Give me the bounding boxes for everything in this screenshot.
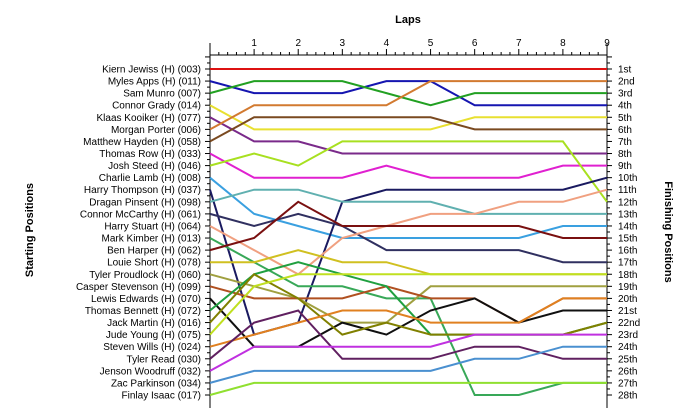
finish-position-label: 27th: [618, 378, 637, 389]
start-position-label: Mark Kimber (H) (013): [102, 234, 201, 245]
start-position-label: Connor Grady (014): [112, 101, 201, 112]
finish-position-label: 11th: [618, 185, 637, 196]
finish-position-label: 26th: [618, 366, 637, 377]
driver-line-18: [209, 273, 607, 324]
x-tick-label: 4: [384, 38, 390, 49]
driver-line-9: [209, 140, 608, 203]
driver-line-24: [209, 297, 607, 348]
driver-line-10: [209, 176, 607, 239]
start-position-label: Harry Stuart (H) (064): [104, 221, 201, 232]
finish-position-label: 24th: [618, 342, 637, 353]
start-position-label: Jude Young (H) (075): [106, 330, 201, 341]
finish-position-label: 2nd: [618, 77, 635, 88]
finish-position-label: 17th: [618, 258, 637, 269]
x-tick-label: 2: [295, 38, 301, 49]
start-position-label: Connor McCarthy (H) (061): [80, 209, 201, 220]
start-position-label: Tyler Read (030): [127, 354, 201, 365]
x-tick-label: 9: [604, 38, 610, 49]
finish-position-label: 12th: [618, 197, 637, 208]
finish-position-label: 3rd: [618, 89, 632, 100]
driver-line-5: [209, 116, 607, 155]
finish-position-label: 20th: [618, 294, 637, 305]
finish-position-label: 28th: [618, 391, 637, 402]
x-tick-label: 1: [251, 38, 257, 49]
driver-line-16: [209, 200, 607, 252]
x-tick-label: 5: [428, 38, 434, 49]
start-position-label: Zac Parkinson (034): [111, 378, 201, 389]
driver-line-3: [209, 80, 607, 107]
driver-line-12: [209, 188, 607, 215]
y-axis-title-right: Finishing Positions: [662, 181, 674, 282]
axis-labels: 1 2 3 4 5 6 7 8 9 Kiern Jewiss (H) (003)Myles App…: [76, 38, 640, 402]
finish-position-label: 6th: [618, 125, 632, 136]
finish-position-label: 13th: [618, 209, 637, 220]
start-position-label: Tyler Proudlock (H) (060): [89, 270, 201, 281]
finish-position-label: 8th: [618, 149, 632, 160]
driver-line-2: [209, 80, 607, 107]
driver-line-4: [209, 104, 607, 131]
start-position-label: Morgan Porter (006): [111, 125, 201, 136]
start-position-label: Dragan Pinsent (H) (098): [89, 197, 201, 208]
finish-position-label: 19th: [618, 282, 637, 293]
finish-position-label: 15th: [618, 234, 637, 245]
finish-position-label: 21st: [618, 306, 637, 317]
y-axis-title-left: Starting Positions: [24, 183, 36, 277]
start-position-label: Finlay Isaac (017): [122, 391, 201, 402]
driver-line-28: [209, 381, 607, 396]
series-lines: [209, 68, 608, 396]
start-position-label: Charlie Lamb (H) (008): [99, 173, 201, 184]
finish-position-label: 18th: [618, 270, 637, 281]
start-position-label: Sam Munro (007): [123, 89, 201, 100]
driver-line-6: [209, 80, 607, 131]
start-position-label: Jenson Woodruff (032): [100, 366, 201, 377]
start-position-label: Thomas Row (H) (033): [99, 149, 201, 160]
start-position-label: Kiern Jewiss (H) (003): [102, 65, 201, 76]
finish-position-label: 7th: [618, 137, 632, 148]
finish-position-label: 22nd: [618, 318, 640, 329]
x-axis-title: Laps: [395, 14, 421, 26]
driver-line-8: [209, 152, 607, 179]
finish-position-label: 14th: [618, 221, 637, 232]
finish-position-label: 25th: [618, 354, 637, 365]
start-position-label: Casper Stevenson (H) (099): [76, 282, 201, 293]
axes: [205, 43, 612, 408]
driver-line-23: [209, 273, 607, 336]
start-position-label: Lewis Edwards (H) (070): [91, 294, 201, 305]
x-tick-label: 7: [516, 38, 522, 49]
x-tick-label: 8: [560, 38, 566, 49]
driver-line-7: [209, 116, 607, 143]
finish-position-label: 4th: [618, 101, 632, 112]
start-position-label: Klaas Kooiker (H) (077): [97, 113, 201, 124]
start-position-label: Ben Harper (H) (062): [107, 246, 201, 257]
driver-line-14: [209, 188, 608, 276]
finish-position-label: 9th: [618, 161, 632, 172]
x-tick-label: 3: [340, 38, 346, 49]
start-position-label: Harry Thompson (H) (037): [84, 185, 201, 196]
finish-position-label: 23rd: [618, 330, 638, 341]
finish-position-label: 5th: [618, 113, 632, 124]
finish-position-label: 1st: [618, 65, 632, 76]
start-position-label: Myles Apps (H) (011): [108, 77, 201, 88]
start-position-label: Matthew Hayden (H) (058): [83, 137, 201, 148]
start-position-label: Thomas Bennett (H) (072): [85, 306, 201, 317]
driver-line-26: [209, 333, 607, 372]
driver-line-15: [209, 237, 607, 396]
start-position-label: Steven Wills (H) (024): [103, 342, 201, 353]
x-tick-label: 6: [472, 38, 478, 49]
driver-line-27: [209, 345, 607, 384]
start-position-label: Louie Short (H) (078): [107, 258, 201, 269]
start-position-label: Jack Martin (H) (016): [107, 318, 201, 329]
start-position-label: Josh Steed (H) (046): [108, 161, 201, 172]
finish-position-label: 16th: [618, 246, 637, 257]
finish-position-label: 10th: [618, 173, 637, 184]
